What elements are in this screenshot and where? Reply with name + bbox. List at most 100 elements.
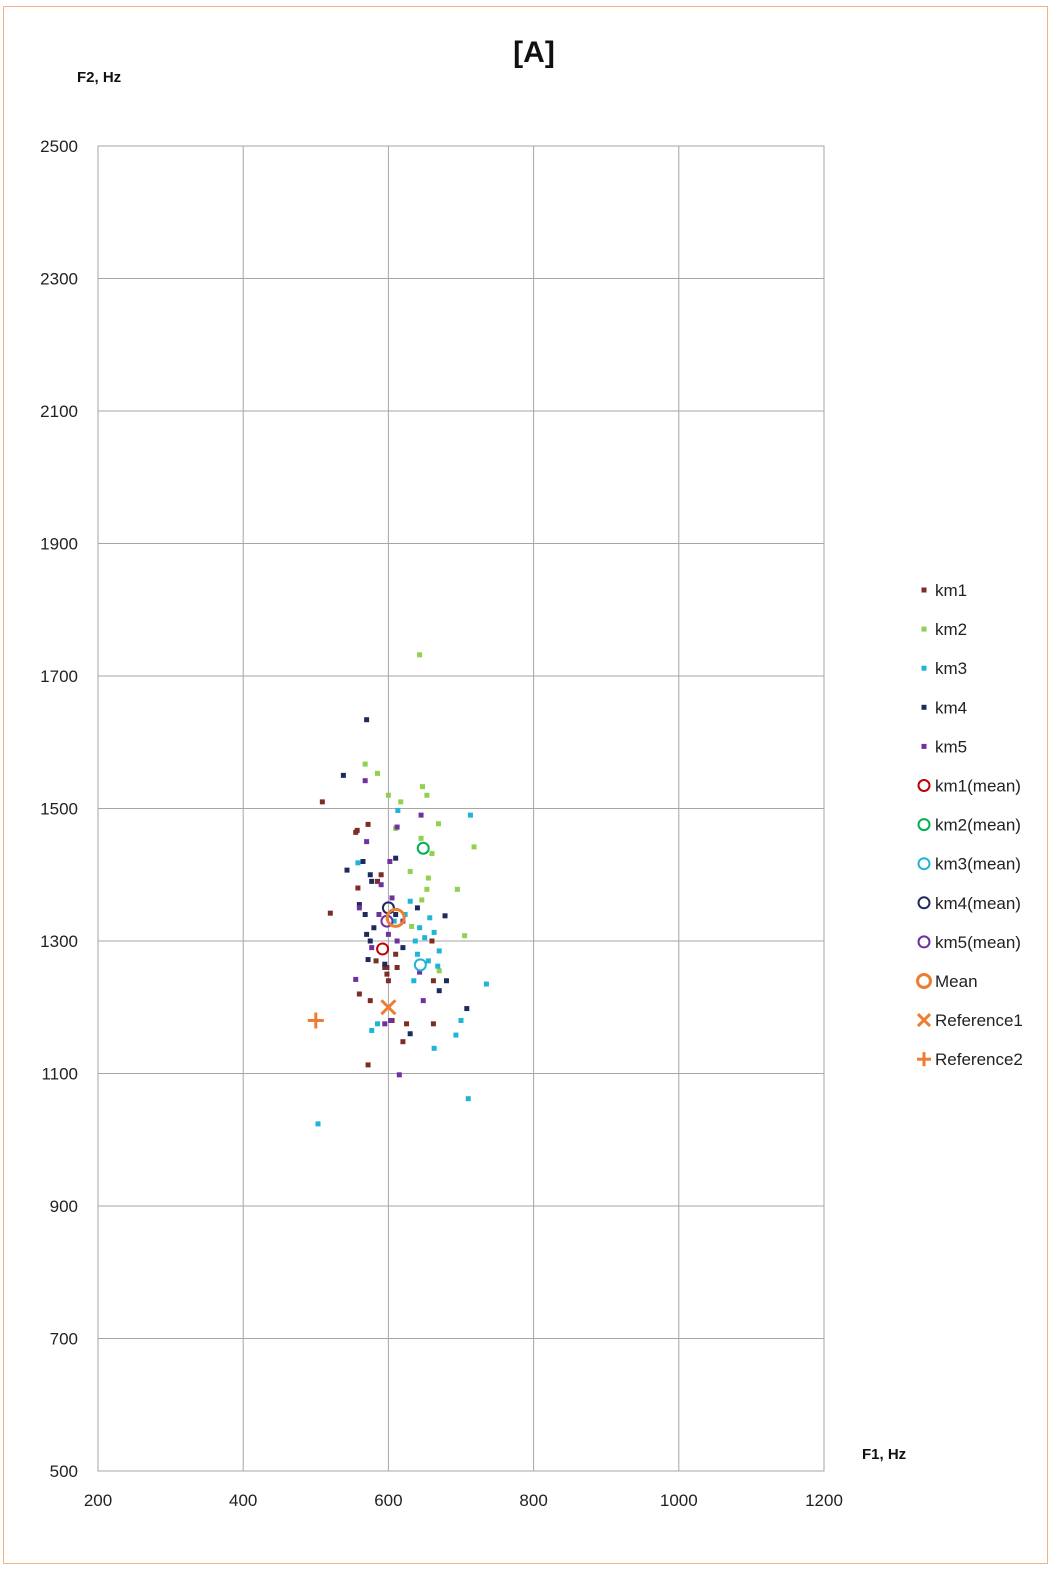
point-km4 [442,913,448,919]
point-km5 [420,998,426,1004]
legend-item-km5-mean: km5(mean) [917,933,1021,952]
series-km1 [319,799,436,1068]
series-reference2 [307,1012,324,1029]
x-tick-label: 1200 [805,1491,843,1510]
grid-lines [97,145,825,1472]
point-km3 [465,1096,471,1102]
point-km4 [364,931,370,937]
point-km4 [393,855,399,861]
point-km3 [315,1121,321,1127]
legend-marker [917,935,931,949]
chart-title: [A] [513,36,555,69]
point-km3 [483,981,489,987]
point-km5 [376,912,382,917]
point-km1 [365,1062,371,1068]
y-tick-label: 1500 [40,800,78,819]
point-km4 [436,988,442,994]
x-tick-label: 1000 [660,1491,698,1510]
point-km1 [353,829,359,835]
y-tick-label: 700 [50,1330,78,1349]
point-km2 [471,844,477,850]
series-reference1 [380,999,397,1016]
point-km3 [431,929,437,935]
y-tick-label: 1300 [40,932,78,951]
series-km1-mean [376,942,390,956]
point-km4 [340,772,346,778]
x-tick-label: 400 [229,1491,257,1510]
point-km1 [384,965,390,970]
point-km4 [365,957,371,963]
legend-marker [917,779,931,792]
point-km5 [418,812,424,818]
plot-area [97,145,825,1472]
point-km3 [369,1027,375,1033]
legend-label: km4 [935,698,967,717]
point-km2 [418,835,424,841]
y-tick-label: 900 [50,1197,78,1216]
point-km4 [360,859,366,864]
point-km2 [407,868,413,874]
point-km1 [365,821,371,827]
point-km4 [364,717,370,723]
point-km1 [378,872,384,878]
point-km2 [375,770,381,776]
x-axis-title: F1, Hz [862,1446,906,1463]
point-km5 [382,1021,388,1027]
point-km5 [353,976,359,982]
legend-label: km5 [935,737,967,756]
legend-item-km2-mean: km2(mean) [917,816,1021,835]
point-km5 [385,931,391,937]
point-km2 [424,792,430,798]
point-km3 [453,1032,459,1038]
series-mean [385,907,406,928]
point-km5 [394,824,400,830]
legend-label: km4(mean) [935,894,1021,913]
legend-item-km3-mean: km3(mean) [917,855,1021,874]
point-km5 [387,859,393,864]
point-km2 [398,799,404,805]
point-km2 [417,652,423,658]
point-km5 [394,938,400,944]
point-km4 [367,938,373,944]
point-km3 [402,912,408,917]
legend-item-reference1: Reference1 [916,1011,1023,1030]
point-km1 [430,978,436,984]
y-tick-label: 1100 [41,1065,78,1084]
point-km2 [429,851,435,857]
point-km5 [388,1018,394,1023]
point-km5 [356,905,362,911]
chart-frame [3,6,1048,1564]
point-km1 [385,978,391,984]
y-tick-label: 2500 [40,137,78,156]
point-km1 [327,910,333,916]
legend-item-km3: km3 [921,659,967,678]
point-km2 [424,886,430,892]
legend-label: km3 [935,659,967,678]
point-km1 [356,991,362,997]
x-tick-label: 800 [519,1491,547,1510]
legend-label: Reference1 [935,1011,1023,1030]
point-reference2 [307,1012,324,1029]
legend-label: Mean [935,972,978,991]
point-km3 [427,915,433,921]
point-km2 [436,968,442,974]
point-km3 [417,925,423,931]
point-km1-mean [376,942,390,956]
legend-item-mean: Mean [916,972,978,991]
legend-item-km5: km5 [921,737,967,756]
y-tick-label: 2300 [40,270,78,289]
x-tick-label: 200 [84,1491,112,1510]
point-km4 [382,961,388,967]
legend-marker [921,587,927,593]
point-km4 [414,905,420,911]
point-km5 [362,778,368,784]
point-km1 [430,1021,436,1027]
tick-labels: 500 700 900 1100 1300 1500 1700 1900 2100 2300 250… [40,137,843,1510]
legend-label: Reference2 [935,1050,1023,1069]
point-km1 [355,885,361,891]
point-km5 [364,839,370,845]
legend-label: km2 [935,620,967,639]
legend-marker [916,973,932,989]
y-tick-label: 1900 [40,535,78,554]
